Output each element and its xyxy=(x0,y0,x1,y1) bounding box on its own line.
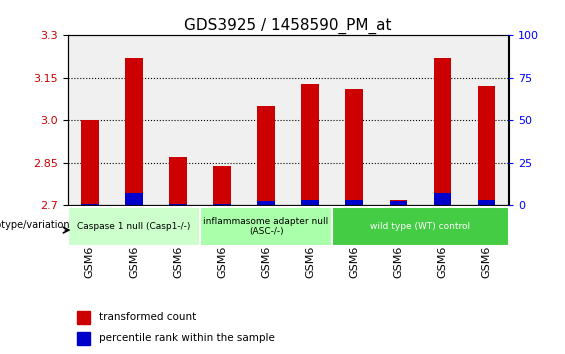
Bar xyxy=(213,166,231,205)
Bar xyxy=(125,58,143,205)
Text: inflammasome adapter null
(ASC-/-): inflammasome adapter null (ASC-/-) xyxy=(203,217,329,236)
Text: genotype/variation: genotype/variation xyxy=(0,220,70,230)
Bar xyxy=(77,332,90,345)
FancyBboxPatch shape xyxy=(68,207,200,246)
Bar xyxy=(77,311,90,324)
Bar xyxy=(257,201,275,205)
Title: GDS3925 / 1458590_PM_at: GDS3925 / 1458590_PM_at xyxy=(184,18,392,34)
Bar xyxy=(345,200,363,205)
Bar xyxy=(433,193,451,205)
Bar xyxy=(477,86,496,205)
Bar xyxy=(81,204,99,205)
Text: Caspase 1 null (Casp1-/-): Caspase 1 null (Casp1-/-) xyxy=(77,222,190,231)
Bar xyxy=(301,200,319,205)
Bar xyxy=(125,193,143,205)
Text: wild type (WT) control: wild type (WT) control xyxy=(370,222,471,231)
Bar xyxy=(477,200,496,205)
Text: transformed count: transformed count xyxy=(99,312,196,322)
Bar xyxy=(301,84,319,205)
Bar xyxy=(169,204,187,205)
Bar xyxy=(389,201,407,205)
Bar xyxy=(169,157,187,205)
FancyBboxPatch shape xyxy=(332,207,508,246)
Bar xyxy=(213,204,231,205)
Bar xyxy=(81,120,99,205)
Bar xyxy=(257,106,275,205)
FancyBboxPatch shape xyxy=(200,207,332,246)
Bar xyxy=(433,58,451,205)
Bar xyxy=(345,89,363,205)
Text: percentile rank within the sample: percentile rank within the sample xyxy=(99,333,275,343)
Bar xyxy=(389,200,407,205)
